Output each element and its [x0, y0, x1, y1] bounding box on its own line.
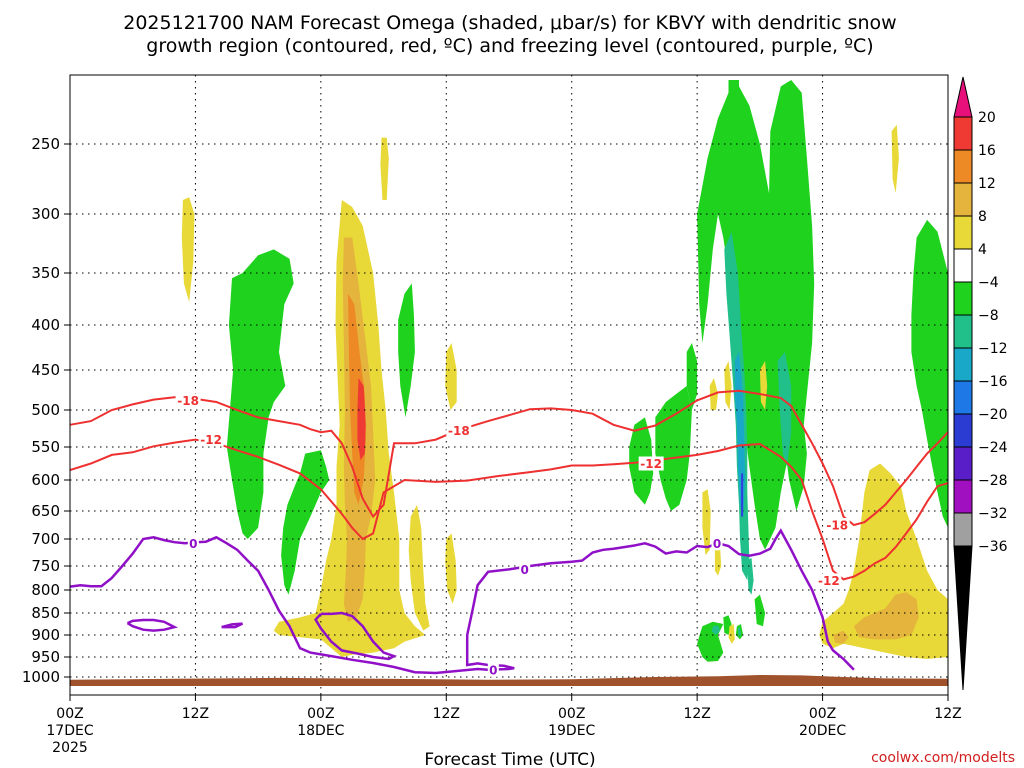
colorbar-label-2: 12	[978, 176, 996, 192]
x-tick-label-60: 12Z	[683, 706, 710, 722]
colorbar-swatch-4	[954, 216, 972, 249]
x-tick-label-84: 12Z	[934, 706, 961, 722]
colorbar-swatch-5	[954, 249, 972, 282]
y-tick-label-850: 850	[31, 604, 60, 622]
colorbar-swatch-8	[954, 348, 972, 381]
colorbar-swatch-12	[954, 480, 972, 513]
colorbar-label-6: −8	[978, 308, 999, 324]
x-tick-label-0: 00Z	[56, 706, 83, 722]
contour-label-1: -12	[200, 433, 222, 447]
y-tick-label-950: 950	[31, 648, 60, 666]
contour-label-5: -12	[818, 574, 840, 588]
y-tick-label-550: 550	[31, 438, 60, 456]
colorbar-label-7: −12	[978, 341, 1008, 357]
y-tick-label-1000: 1000	[22, 668, 60, 686]
colorbar-swatch-6	[954, 282, 972, 315]
x-tick-label-72: 00Z	[809, 706, 836, 722]
x-tick-label-36: 12Z	[433, 706, 460, 722]
colorbar-swatch-13	[954, 513, 972, 546]
colorbar-label-4: 4	[978, 242, 987, 258]
colorbar-swatch-1	[954, 117, 972, 150]
omega-time-height-chart: 2025121700 NAM Forecast Omega (shaded, μ…	[0, 0, 1024, 768]
x-tick-date-48: 19DEC	[548, 723, 595, 739]
contour-label-6: 0	[189, 537, 197, 551]
colorbar-swatch-9	[954, 381, 972, 414]
y-tick-label-250: 250	[31, 135, 60, 153]
y-tick-label-400: 400	[31, 316, 60, 334]
x-tick-year-0: 2025	[52, 740, 88, 756]
colorbar-label-5: −4	[978, 275, 999, 291]
colorbar-swatch-10	[954, 414, 972, 447]
y-tick-label-350: 350	[31, 264, 60, 282]
y-tick-label-600: 600	[31, 471, 60, 489]
contour-label-7: 0	[520, 563, 528, 577]
contour-label-8: 0	[713, 537, 721, 551]
x-tick-label-48: 00Z	[558, 706, 585, 722]
contour-label-9: 0	[489, 663, 497, 677]
y-tick-label-650: 650	[31, 502, 60, 520]
contour-label-4: -18	[826, 519, 848, 533]
y-tick-label-500: 500	[31, 401, 60, 419]
y-tick-label-750: 750	[31, 557, 60, 575]
x-tick-label-24: 00Z	[307, 706, 334, 722]
y-tick-label-700: 700	[31, 530, 60, 548]
colorbar-label-8: −16	[978, 374, 1008, 390]
y-tick-label-800: 800	[31, 581, 60, 599]
contour-label-2: -18	[448, 424, 470, 438]
x-tick-label-12: 12Z	[182, 706, 209, 722]
colorbar-label-13: −36	[978, 539, 1008, 555]
x-tick-date-0: 17DEC	[46, 723, 93, 739]
contour-label-0: -18	[177, 394, 199, 408]
colorbar-label-11: −28	[978, 473, 1008, 489]
background	[0, 0, 1024, 768]
colorbar-swatch-2	[954, 150, 972, 183]
chart-title-line1: 2025121700 NAM Forecast Omega (shaded, μ…	[123, 12, 896, 34]
contour-label-3: -12	[640, 457, 662, 471]
colorbar-label-10: −24	[978, 440, 1008, 456]
y-tick-label-900: 900	[31, 626, 60, 644]
credit-link[interactable]: coolwx.com/modelts	[871, 750, 1015, 766]
colorbar-label-3: 8	[978, 209, 987, 225]
colorbar-label-9: −20	[978, 407, 1008, 423]
x-tick-date-24: 18DEC	[297, 723, 344, 739]
colorbar-swatch-7	[954, 315, 972, 348]
y-tick-label-450: 450	[31, 361, 60, 379]
colorbar-label-0: 20	[978, 110, 996, 126]
colorbar-label-12: −32	[978, 506, 1008, 522]
x-tick-date-72: 20DEC	[799, 723, 846, 739]
colorbar-label-1: 16	[978, 143, 996, 159]
colorbar-swatch-3	[954, 183, 972, 216]
y-tick-label-300: 300	[31, 205, 60, 223]
x-axis-label: Forecast Time (UTC)	[424, 750, 595, 768]
chart-title-line2: growth region (contoured, red, ºC) and f…	[146, 35, 873, 57]
colorbar-swatch-11	[954, 447, 972, 480]
